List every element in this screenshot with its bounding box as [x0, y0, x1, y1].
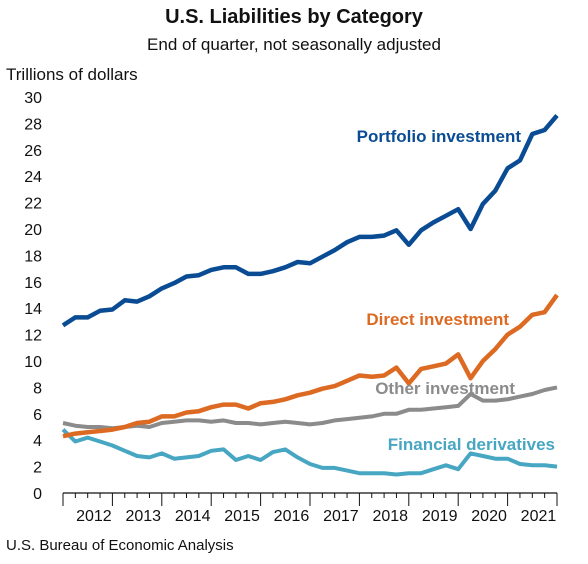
- x-tick-label: 2013: [125, 508, 161, 525]
- chart-subtitle: End of quarter, not seasonally adjusted: [147, 35, 441, 54]
- series-line-direct-investment: [62, 293, 559, 439]
- x-tick-label: 2017: [323, 508, 359, 525]
- x-tick-label: 2014: [175, 508, 211, 525]
- y-tick-label: 26: [24, 143, 42, 160]
- x-tick-label: 2018: [372, 508, 408, 525]
- y-tick-label: 0: [33, 486, 42, 503]
- y-tick-label: 2: [33, 460, 42, 477]
- y-tick-label: 10: [24, 354, 42, 371]
- y-tick-label: 18: [24, 248, 42, 265]
- y-tick-label: 12: [24, 328, 42, 345]
- series-line-financial-derivatives: [61, 428, 558, 477]
- y-tick-label: 22: [24, 196, 42, 213]
- y-tick-label: 16: [24, 275, 42, 292]
- series-label-financial-derivatives: Financial derivatives: [388, 435, 555, 454]
- series-labels: Portfolio investment Direct investment Oth…: [357, 127, 555, 454]
- y-tick-label: 4: [33, 433, 42, 450]
- series-lines: [61, 114, 559, 477]
- y-tick-label: 28: [24, 116, 42, 133]
- source-note: U.S. Bureau of Economic Analysis: [6, 537, 234, 554]
- series-line-portfolio-investment: [61, 114, 559, 328]
- series-line-other-investment: [62, 385, 558, 431]
- y-tick-label: 30: [24, 90, 42, 107]
- y-tick-label: 6: [33, 407, 42, 424]
- series-label-portfolio-investment: Portfolio investment: [357, 127, 522, 146]
- x-axis: 2012 2013 2014 2015 2016 2017 2018 2019 2020 2021: [62, 492, 558, 525]
- series-label-other-investment: Other investment: [375, 379, 515, 398]
- chart-title: U.S. Liabilities by Category: [165, 6, 423, 28]
- x-tick-label: 2020: [471, 508, 507, 525]
- y-tick-label: 24: [24, 169, 42, 186]
- x-tick-label: 2016: [274, 508, 310, 525]
- x-tick-label: 2019: [422, 508, 458, 525]
- y-tick-label: 14: [24, 301, 42, 318]
- x-tick-label: 2015: [224, 508, 260, 525]
- y-axis-label: Trillions of dollars: [6, 65, 138, 84]
- y-tick-label: 20: [24, 222, 42, 239]
- x-tick-label: 2012: [76, 508, 112, 525]
- x-tick-label: 2021: [521, 508, 557, 525]
- y-tick-label: 8: [33, 380, 42, 397]
- series-label-direct-investment: Direct investment: [366, 310, 509, 329]
